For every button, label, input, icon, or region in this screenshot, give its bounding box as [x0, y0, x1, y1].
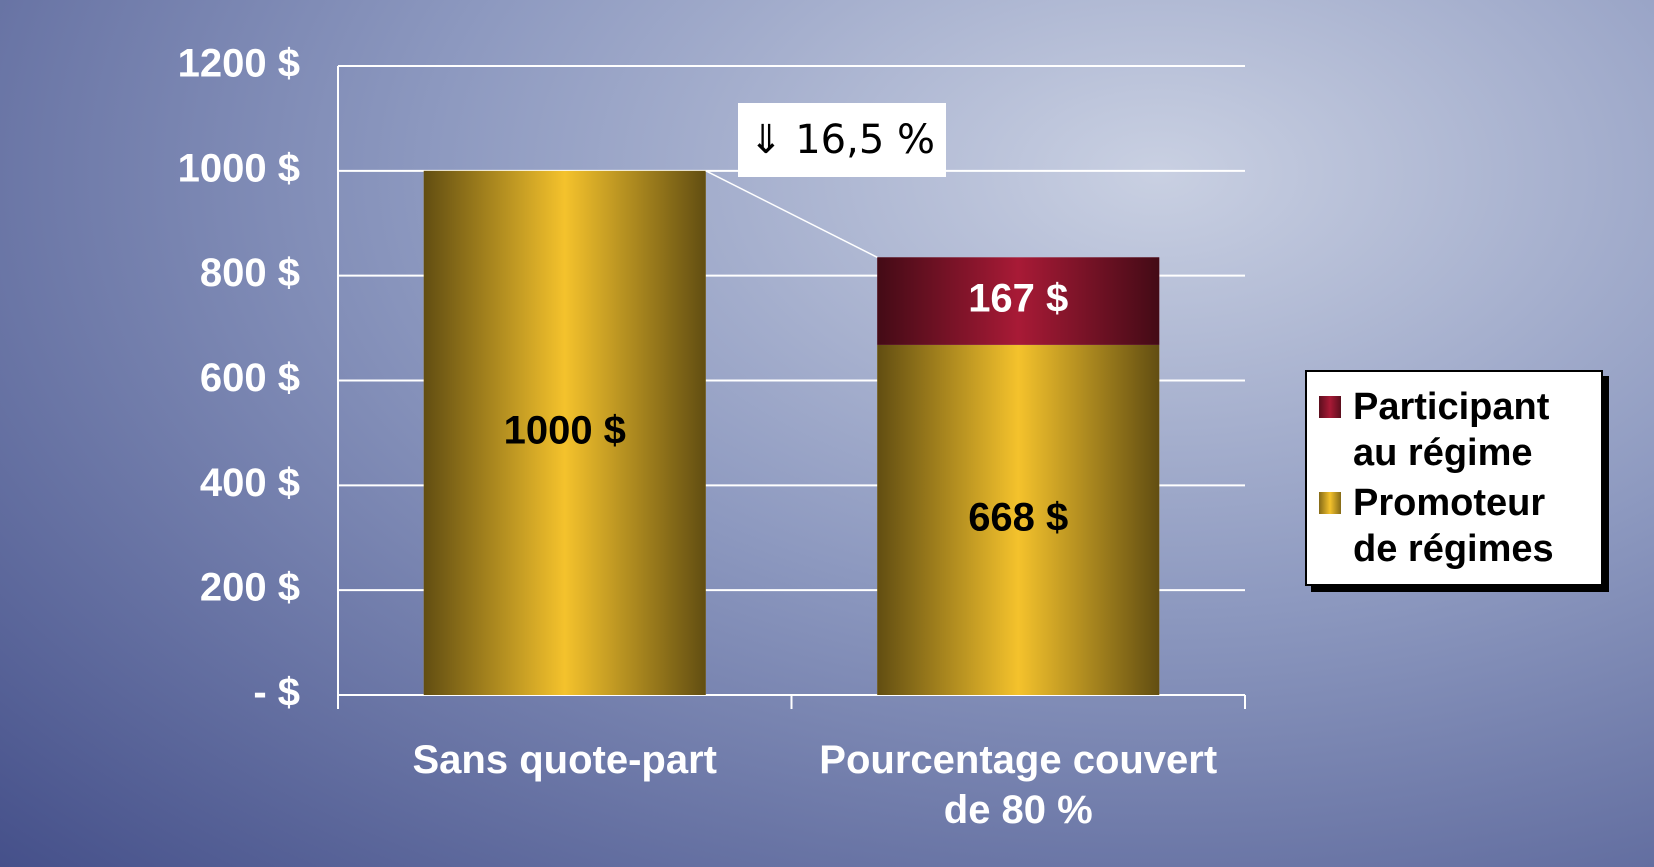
y-tick-label: - $	[253, 671, 300, 715]
legend-item: Participant au régime	[1313, 384, 1595, 476]
legend-label: Participant au régime	[1353, 386, 1550, 474]
x-tick-label: Pourcentage couvert de 80 %	[819, 738, 1218, 832]
legend-swatch	[1319, 396, 1341, 418]
bar-shade	[423, 170, 706, 696]
y-tick-label: 1000 $	[178, 146, 300, 190]
y-tick-label: 200 $	[200, 566, 300, 610]
data-label: 1000 $	[504, 408, 626, 452]
annotation-connector	[705, 170, 878, 258]
bar-shade	[877, 344, 1160, 695]
y-tick-label: 1200 $	[178, 42, 300, 86]
bar-shade	[877, 257, 1160, 345]
y-tick-label: 400 $	[200, 461, 300, 505]
legend: Participant au régime Promoteur de régime…	[1305, 370, 1603, 586]
x-tick-label: Sans quote-part	[412, 738, 717, 782]
data-label: 668 $	[968, 495, 1068, 539]
annotation: ⇓ 16,5 %	[738, 103, 946, 177]
legend-label: Promoteur de régimes	[1353, 482, 1554, 570]
legend-swatch	[1319, 492, 1341, 514]
y-tick-label: 800 $	[200, 251, 300, 295]
data-label: 167 $	[968, 277, 1068, 321]
legend-item: Promoteur de régimes	[1313, 480, 1595, 572]
y-tick-label: 600 $	[200, 356, 300, 400]
